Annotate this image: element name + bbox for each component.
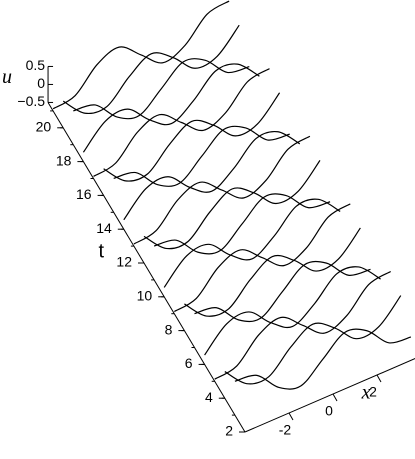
y-tick-label: 14 bbox=[96, 220, 112, 236]
curve bbox=[133, 135, 311, 245]
y-axis-label: t bbox=[99, 241, 105, 263]
curve bbox=[224, 295, 402, 385]
curve bbox=[214, 270, 392, 380]
x-tick bbox=[376, 374, 382, 383]
x-tick bbox=[332, 393, 338, 402]
curve bbox=[62, 24, 240, 115]
curve bbox=[73, 58, 250, 120]
y-tick-label: 6 bbox=[185, 355, 193, 371]
z-axis-label: u bbox=[2, 66, 12, 88]
curve bbox=[163, 198, 341, 288]
y-tick-label: 8 bbox=[165, 321, 173, 337]
y-tick-label: 12 bbox=[116, 254, 132, 270]
y-tick-label: 2 bbox=[225, 423, 233, 439]
curve bbox=[103, 92, 281, 182]
x-axis-label: x bbox=[361, 381, 371, 403]
curve bbox=[153, 193, 331, 255]
y-tick-label: 20 bbox=[36, 119, 52, 135]
curve bbox=[143, 160, 321, 250]
z-tick-label: 0.5 bbox=[26, 57, 46, 73]
curve bbox=[184, 227, 361, 317]
x-tick-label: -2 bbox=[279, 422, 292, 438]
y-tick-label: 10 bbox=[137, 288, 153, 304]
y-tick-label: 18 bbox=[56, 152, 72, 168]
curve bbox=[194, 260, 371, 323]
curve bbox=[204, 266, 381, 356]
z-tick-label: −0.5 bbox=[17, 93, 45, 109]
z-tick-label: 0 bbox=[37, 75, 45, 91]
x-tick-label: 0 bbox=[325, 403, 333, 419]
x-axis bbox=[244, 358, 415, 433]
curve bbox=[93, 68, 270, 177]
curve bbox=[123, 130, 301, 221]
curve bbox=[82, 63, 260, 153]
y-tick-label: 16 bbox=[76, 186, 92, 202]
x-tick-label: 2 bbox=[369, 384, 377, 400]
curve bbox=[113, 125, 290, 187]
curve bbox=[173, 203, 351, 313]
y-tick-label: 4 bbox=[205, 389, 213, 405]
curve bbox=[52, 0, 230, 110]
curve bbox=[234, 328, 412, 390]
x-tick bbox=[288, 412, 294, 421]
y-axis bbox=[47, 102, 246, 433]
